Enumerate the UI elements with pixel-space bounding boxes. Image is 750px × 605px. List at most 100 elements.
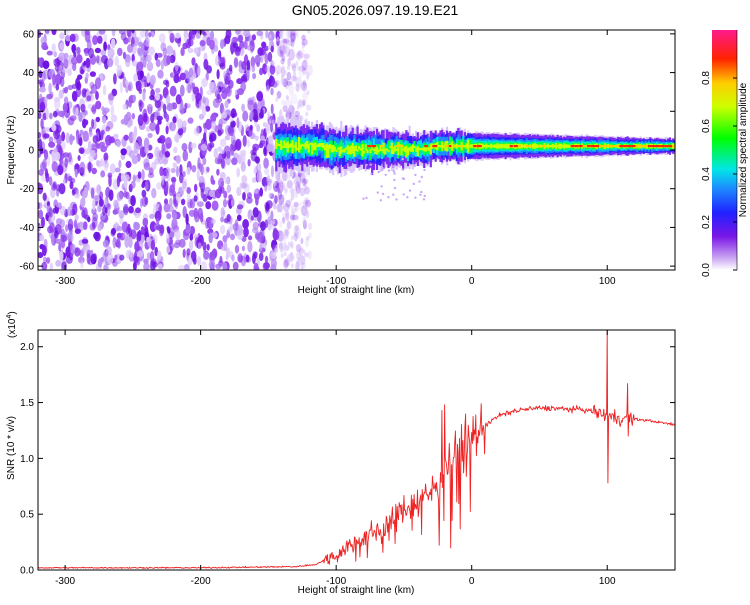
noise-blob	[191, 92, 196, 102]
signal-core	[367, 145, 371, 148]
noise-blob	[128, 118, 134, 127]
noise-blob	[39, 81, 43, 88]
noise-blob	[162, 103, 167, 114]
noise-blob	[268, 192, 272, 198]
signal-band-cell	[507, 143, 510, 149]
noise-blob	[173, 73, 180, 84]
noise-blob	[245, 124, 250, 132]
noise-blob	[293, 201, 299, 207]
noise-blob	[175, 155, 181, 164]
noise-blob	[85, 57, 91, 69]
noise-blob	[287, 241, 291, 247]
noise-blob	[252, 207, 259, 218]
noise-blob	[99, 73, 104, 82]
signal-band-cell	[387, 149, 390, 153]
noise-blob	[236, 186, 242, 197]
noise-blob	[206, 243, 210, 251]
signal-band-cell	[322, 143, 325, 149]
noise-blob	[182, 206, 187, 218]
noise-blob	[219, 255, 223, 264]
noise-blob	[223, 241, 228, 252]
signal-outlier	[402, 193, 405, 196]
colorbar-label: Normalized spectral amplitude	[738, 82, 749, 217]
noise-blob	[283, 251, 287, 257]
noise-blob	[274, 195, 278, 204]
signal-band-cell	[437, 145, 440, 148]
noise-blob	[131, 43, 137, 55]
noise-blob	[190, 82, 194, 90]
noise-blob	[61, 140, 66, 150]
noise-blob	[54, 230, 59, 239]
spectrogram-ytick-label: 20	[23, 107, 35, 118]
noise-blob	[226, 150, 231, 159]
noise-blob	[152, 261, 158, 268]
noise-blob	[55, 259, 62, 267]
noise-blob	[239, 150, 243, 158]
noise-blob	[209, 134, 214, 143]
signal-band-cell	[416, 146, 419, 157]
noise-blob	[287, 32, 292, 45]
signal-band-cell	[406, 148, 410, 156]
noise-blob	[74, 168, 78, 178]
noise-blob	[308, 250, 312, 260]
snr-series-line	[38, 330, 675, 570]
noise-blob	[91, 143, 95, 151]
signal-band-cell	[481, 143, 484, 149]
noise-blob	[144, 145, 149, 154]
noise-blob	[189, 233, 194, 241]
noise-blob	[270, 103, 274, 115]
noise-blob	[295, 230, 299, 236]
noise-blob	[284, 208, 288, 213]
spectrogram-xtick-label: 0	[469, 276, 475, 287]
noise-blob	[281, 216, 285, 223]
signal-band-cell	[395, 141, 398, 154]
noise-blob	[142, 90, 146, 102]
noise-blob	[137, 171, 142, 179]
spectrogram-ytick-label: -40	[20, 223, 35, 234]
noise-blob	[275, 96, 279, 102]
signal-band-cell	[559, 143, 562, 149]
noise-blob	[87, 103, 93, 109]
noise-blob	[291, 64, 297, 72]
noise-blob	[189, 239, 194, 251]
noise-blob	[285, 210, 290, 221]
noise-blob	[302, 67, 308, 75]
noise-blob	[109, 136, 116, 144]
noise-blob	[199, 40, 206, 47]
noise-blob	[228, 126, 235, 137]
noise-blob	[211, 200, 219, 211]
noise-blob	[219, 62, 226, 70]
signal-core	[660, 145, 665, 148]
noise-blob	[133, 142, 139, 155]
noise-blob	[241, 103, 246, 112]
signal-band-cell	[358, 146, 361, 150]
noise-blob	[85, 72, 89, 79]
signal-band-cell	[512, 144, 515, 148]
noise-blob	[278, 32, 282, 38]
noise-blob	[298, 255, 306, 266]
noise-blob	[63, 96, 69, 105]
noise-blob	[250, 152, 258, 162]
noise-blob	[101, 55, 108, 64]
snr-plot-area	[38, 330, 675, 570]
noise-blob	[286, 220, 291, 230]
noise-blob	[240, 156, 245, 163]
noise-blob	[296, 187, 300, 193]
noise-blob	[183, 31, 188, 43]
noise-blob	[155, 59, 161, 68]
noise-blob	[263, 147, 267, 155]
noise-blob	[286, 40, 293, 47]
noise-blob	[185, 224, 191, 234]
noise-blob	[175, 133, 180, 143]
noise-blob	[72, 203, 78, 215]
signal-band-cell	[376, 146, 379, 155]
noise-blob	[161, 175, 165, 186]
noise-blob	[71, 43, 76, 54]
noise-blob	[202, 241, 207, 251]
noise-blob	[239, 49, 244, 57]
signal-band-cell	[408, 146, 411, 151]
noise-blob	[107, 252, 114, 265]
noise-blob	[302, 219, 307, 230]
noise-blob	[246, 69, 250, 81]
signal-band-cell	[382, 142, 385, 154]
